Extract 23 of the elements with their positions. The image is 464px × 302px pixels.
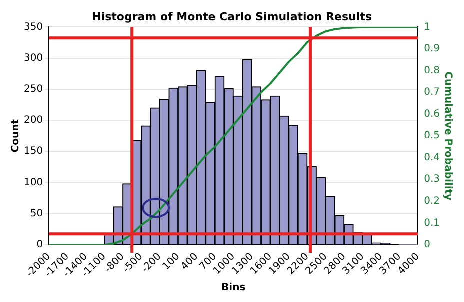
chart-title: Histogram of Monte Carlo Simulation Results bbox=[92, 10, 372, 24]
y-tick-label: 0 bbox=[36, 240, 44, 251]
y2-tick-label: 0.1 bbox=[424, 218, 440, 229]
y2-tick-label: 0.7 bbox=[424, 87, 440, 98]
y2-tick-label: 0.3 bbox=[424, 174, 440, 186]
y2-tick-label: 0.5 bbox=[424, 130, 440, 142]
y2-tick-label: 0.6 bbox=[424, 108, 440, 120]
y2-tick-label: 0.8 bbox=[424, 65, 440, 76]
y2-tick-label: 1 bbox=[424, 22, 430, 33]
y2-tick-label: 0.4 bbox=[424, 152, 440, 164]
x-axis-title: Bins bbox=[222, 282, 246, 294]
y-tick-label: 300 bbox=[24, 52, 44, 64]
y2-tick-label: 0.2 bbox=[424, 196, 440, 208]
y2-tick-label: 0 bbox=[424, 240, 430, 251]
y-tick-label: 150 bbox=[24, 146, 44, 158]
y-tick-label: 350 bbox=[24, 22, 44, 33]
y-tick-label: 100 bbox=[24, 177, 44, 188]
y-tick-label: 200 bbox=[24, 115, 44, 126]
y-axis-title: Count bbox=[10, 119, 22, 153]
y2-axis-title: Cumulative Probability bbox=[442, 72, 454, 202]
y2-tick-label: 0.9 bbox=[424, 44, 440, 55]
y-tick-label: 250 bbox=[24, 84, 44, 96]
y-tick-label: 50 bbox=[30, 208, 44, 220]
